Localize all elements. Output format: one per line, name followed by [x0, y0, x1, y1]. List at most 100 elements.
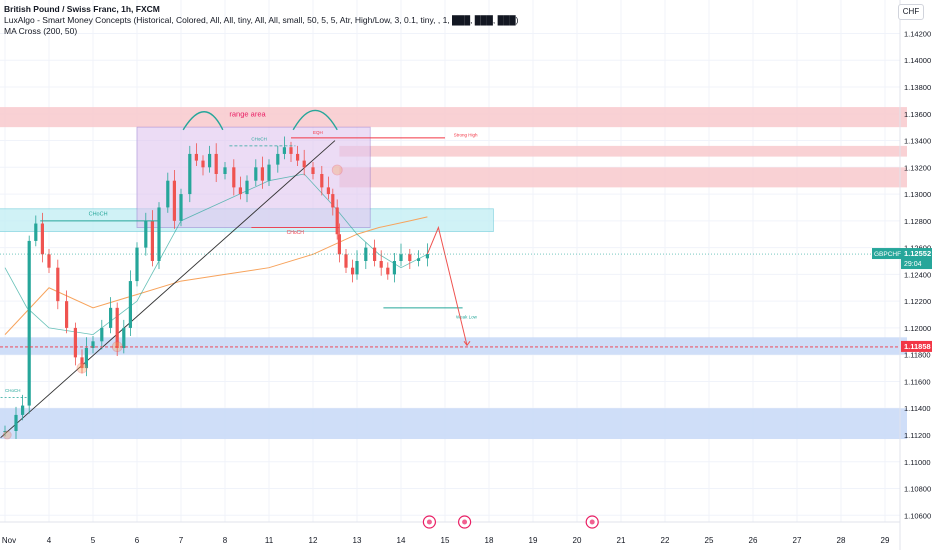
- price-tag: [901, 248, 932, 270]
- candle-body: [56, 267, 60, 302]
- candle-body: [179, 194, 183, 221]
- candle-body: [223, 167, 227, 174]
- indicator-smc[interactable]: LuxAlgo - Smart Money Concepts (Historic…: [4, 15, 519, 25]
- candle-body: [245, 180, 249, 195]
- candle-body: [128, 281, 132, 328]
- range-area-label: range area: [229, 109, 266, 118]
- y-tick-label: 1.12200: [904, 297, 931, 306]
- candle-body: [144, 220, 148, 248]
- candle-body: [373, 247, 377, 261]
- y-tick-label: 1.13800: [904, 83, 931, 92]
- candle-body: [122, 327, 126, 348]
- event-icon-dot: [426, 519, 432, 525]
- zone-demand: [0, 408, 907, 440]
- candle-body: [335, 207, 339, 235]
- candle-body: [296, 153, 300, 161]
- symbol-title[interactable]: British Pound / Swiss Franc, 1h, FXCM: [4, 4, 160, 14]
- indicator-ma-cross[interactable]: MA Cross (200, 50): [4, 26, 78, 36]
- x-tick-label: 22: [661, 536, 670, 545]
- level-tag: [901, 340, 932, 352]
- arc-right: [292, 109, 338, 131]
- candle-body: [194, 153, 198, 161]
- y-tick-label: 1.13400: [904, 137, 931, 146]
- candle-body: [157, 207, 161, 261]
- candle-body: [320, 174, 324, 188]
- choch-red-label: CHoCH: [287, 230, 305, 236]
- zone-supply: [339, 145, 907, 157]
- candle-body: [150, 220, 154, 261]
- candle-body: [84, 348, 88, 369]
- candle-body: [40, 223, 44, 255]
- x-tick-label: Nov: [2, 536, 16, 545]
- y-tick-label: 1.13000: [904, 190, 931, 199]
- x-tick-label: 21: [617, 536, 626, 545]
- x-tick-label: 20: [573, 536, 582, 545]
- candle-body: [399, 254, 403, 261]
- level-tag-text: 1.11858: [904, 342, 931, 351]
- candle-body: [392, 261, 396, 275]
- arc-left: [182, 111, 224, 131]
- y-tick-label: 1.12400: [904, 270, 931, 279]
- symbol-tag-text: GBPCHF: [874, 251, 901, 258]
- y-tick-label: 1.14200: [904, 29, 931, 38]
- x-tick-label: 5: [91, 536, 96, 545]
- candle-body: [282, 147, 286, 154]
- y-tick-label: 1.11600: [904, 377, 931, 386]
- candle-body: [100, 327, 104, 342]
- x-tick-label: 7: [179, 536, 184, 545]
- y-tick-label: 1.12000: [904, 324, 931, 333]
- trendline: [0, 140, 336, 439]
- candle-body: [355, 261, 359, 275]
- zone-supply: [339, 167, 907, 188]
- choch-mid-label: CHoCH: [251, 137, 267, 142]
- x-tick-label: 29: [881, 536, 890, 545]
- candle-body: [109, 307, 113, 328]
- choch-small-label: CHoCH: [5, 388, 21, 393]
- candle-body: [65, 301, 69, 328]
- symbol-tag: [872, 248, 901, 260]
- ma-50-line: [4, 173, 428, 336]
- x-tick-label: 18: [485, 536, 494, 545]
- candle-body: [232, 167, 236, 188]
- candle-body: [14, 414, 18, 431]
- strong-high-label: Strong High: [454, 133, 478, 138]
- x-tick-label: 19: [529, 536, 538, 545]
- candle-body: [73, 327, 77, 358]
- candle-body: [27, 240, 31, 406]
- candle-body: [115, 307, 119, 348]
- weak-low-label: Weak Low: [456, 315, 478, 320]
- candle-body: [337, 234, 341, 255]
- x-tick-label: 12: [309, 536, 318, 545]
- candle-body: [311, 167, 315, 174]
- projection-arrow: [463, 341, 471, 347]
- y-tick-label: 1.11400: [904, 404, 931, 413]
- currency-unit[interactable]: CHF: [898, 4, 924, 20]
- price-tag-text: 1.12552: [904, 249, 931, 258]
- ma-200-line: [4, 216, 428, 335]
- projection-path: [426, 225, 468, 346]
- y-tick-label: 1.12800: [904, 217, 931, 226]
- candle-body: [254, 167, 258, 181]
- swing-circle: [2, 430, 12, 440]
- x-tick-label: 26: [749, 536, 758, 545]
- x-tick-label: 27: [793, 536, 802, 545]
- candle-body: [289, 147, 293, 154]
- candle-body: [408, 254, 412, 261]
- zone-supply: [0, 107, 907, 128]
- countdown-text: 29:04: [904, 261, 922, 268]
- candle-body: [260, 167, 264, 181]
- candle-body: [364, 247, 368, 261]
- x-tick-label: 28: [837, 536, 846, 545]
- candle-body: [3, 430, 7, 432]
- event-icon-dot: [462, 519, 468, 525]
- candle-body: [208, 153, 212, 168]
- candle-body: [276, 153, 280, 165]
- y-tick-label: 1.11800: [904, 351, 931, 360]
- candle-body: [331, 194, 335, 208]
- swing-circle: [331, 164, 343, 176]
- x-tick-label: 11: [265, 536, 274, 545]
- choch-left-label: CHoCH: [89, 211, 108, 217]
- y-tick-label: 1.10600: [904, 511, 931, 520]
- candle-body: [166, 180, 170, 208]
